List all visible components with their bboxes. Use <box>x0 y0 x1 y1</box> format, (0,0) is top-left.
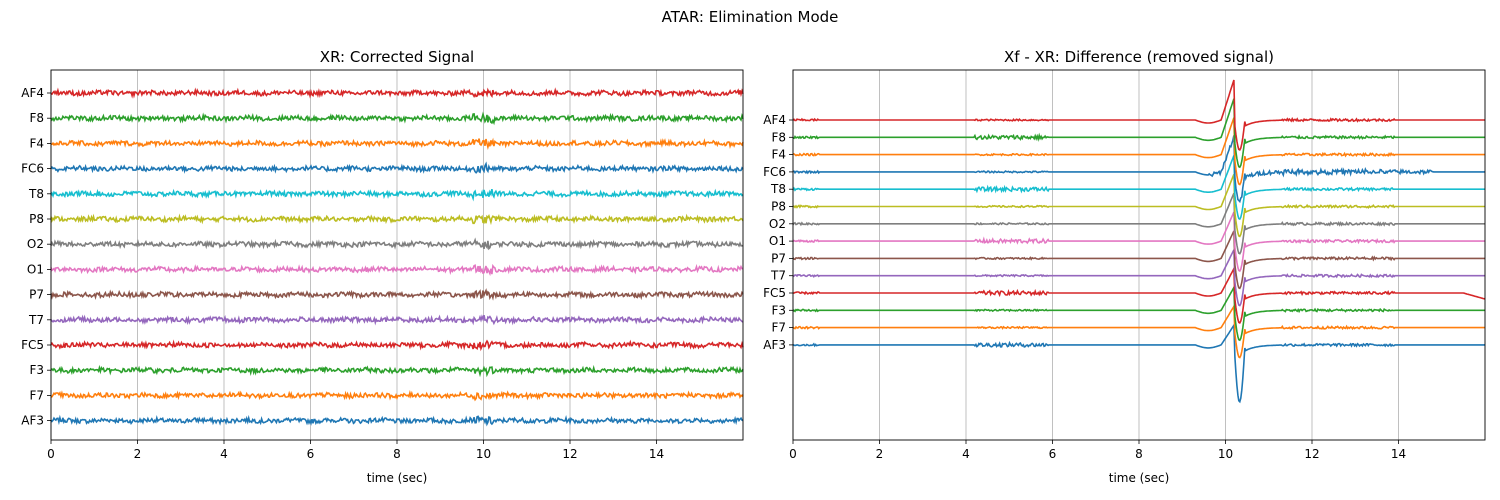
x-tick-label: 0 <box>789 447 797 461</box>
y-tick-label: F7 <box>771 321 786 335</box>
x-tick-label: 10 <box>1218 447 1233 461</box>
series-P8 <box>792 174 1485 238</box>
y-tick-label: FC5 <box>21 338 44 352</box>
series-O1 <box>792 211 1485 273</box>
y-tick-label: FC6 <box>763 165 786 179</box>
x-tick-label: 8 <box>393 447 401 461</box>
y-tick-label: F3 <box>771 303 786 317</box>
series-T8 <box>50 188 744 202</box>
y-tick-label: O1 <box>27 262 44 276</box>
series-T7 <box>792 249 1485 307</box>
series-P7 <box>50 288 744 301</box>
x-tick-label: 4 <box>962 447 970 461</box>
y-tick-label: F4 <box>771 148 786 162</box>
y-tick-label: T7 <box>770 269 786 283</box>
series-FC5 <box>50 339 744 352</box>
x-tick-label: 14 <box>649 447 664 461</box>
x-tick-label: 0 <box>47 447 55 461</box>
panel-1: AF3 F7 F3 FC5 T7 P7 O1 O2 P8 T8 FC6 F4 F8 AF4 0 2 4 6 8 10 1… <box>21 48 744 485</box>
panel-title: XR: Corrected Signal <box>320 48 474 66</box>
y-tick-label: AF4 <box>763 113 786 127</box>
y-tick-label: P8 <box>771 200 786 214</box>
y-tick-label: F3 <box>29 363 44 377</box>
x-axis-label: time (sec) <box>367 471 428 485</box>
y-tick-label: AF3 <box>763 338 786 352</box>
series-AF4 <box>50 87 744 99</box>
series-P8 <box>50 213 744 226</box>
series-O2 <box>50 237 744 251</box>
x-tick-label: 12 <box>1304 447 1319 461</box>
series-T8 <box>792 155 1485 221</box>
series-F8 <box>50 111 744 126</box>
y-tick-label: F4 <box>29 136 44 150</box>
y-tick-label: FC5 <box>763 286 786 300</box>
y-tick-label: O2 <box>769 217 786 231</box>
y-tick-label: P8 <box>29 212 44 226</box>
x-tick-label: 8 <box>1135 447 1143 461</box>
y-tick-label: O2 <box>27 237 44 251</box>
y-tick-label: T7 <box>28 313 44 327</box>
x-tick-label: 4 <box>220 447 228 461</box>
x-tick-label: 2 <box>876 447 884 461</box>
series-F7 <box>792 303 1485 359</box>
x-tick-label: 12 <box>562 447 577 461</box>
x-tick-label: 6 <box>307 447 315 461</box>
series-O1 <box>50 263 744 277</box>
y-tick-label: P7 <box>29 288 44 302</box>
x-axis-label: time (sec) <box>1109 471 1170 485</box>
y-tick-label: FC6 <box>21 162 44 176</box>
y-tick-label: T8 <box>28 187 44 201</box>
series-F3 <box>50 364 744 378</box>
y-tick-label: AF4 <box>21 86 44 100</box>
y-tick-label: F7 <box>29 388 44 402</box>
series-F4 <box>793 117 1485 186</box>
series-FC6 <box>50 161 744 175</box>
y-tick-label: P7 <box>771 251 786 265</box>
y-tick-label: F8 <box>29 111 44 125</box>
series-FC5 <box>792 265 1486 324</box>
series-F4 <box>50 137 744 151</box>
x-tick-label: 14 <box>1391 447 1406 461</box>
series-P7 <box>792 230 1485 290</box>
series-F3 <box>792 284 1485 342</box>
panel-title: Xf - XR: Difference (removed signal) <box>1004 48 1274 66</box>
figure-title: ATAR: Elimination Mode <box>661 8 839 26</box>
panel-2: AF3 F7 F3 FC5 T7 P7 O1 O2 P8 T8 FC6 F4 F8 AF4 0 2 4 6 8 10 1… <box>763 48 1486 485</box>
series-AF3 <box>792 322 1485 404</box>
x-tick-label: 6 <box>1049 447 1057 461</box>
x-tick-label: 2 <box>134 447 142 461</box>
series-T7 <box>50 314 744 326</box>
series-F8 <box>792 98 1485 169</box>
series-FC6 <box>792 135 1485 204</box>
y-tick-label: F8 <box>771 130 786 144</box>
series-O2 <box>792 192 1485 255</box>
series-F7 <box>50 389 744 402</box>
y-tick-label: T8 <box>770 182 786 196</box>
x-tick-label: 10 <box>476 447 491 461</box>
y-tick-label: O1 <box>769 234 786 248</box>
series-AF4 <box>792 79 1485 151</box>
y-tick-label: AF3 <box>21 414 44 428</box>
series-AF3 <box>50 414 744 427</box>
